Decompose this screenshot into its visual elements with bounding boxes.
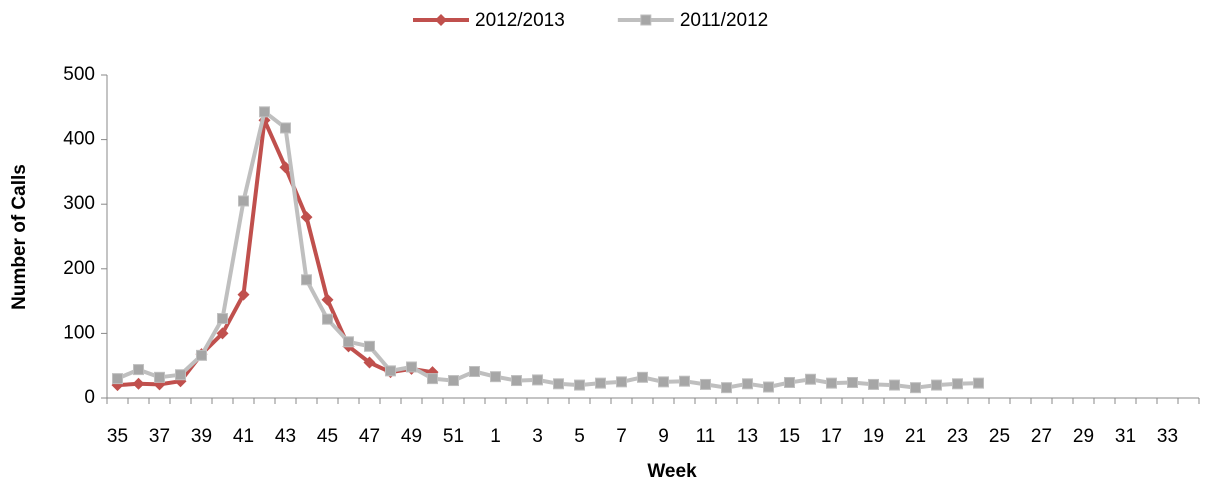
marker: [301, 274, 312, 286]
x-tick-label: 41: [233, 426, 254, 447]
marker: [196, 349, 207, 361]
marker: [868, 378, 879, 390]
marker: [952, 378, 963, 390]
x-tick-label: 11: [696, 426, 716, 447]
marker: [532, 374, 543, 386]
marker: [322, 313, 333, 325]
marker: [805, 373, 816, 385]
marker: [238, 195, 249, 207]
x-tick-label: 35: [107, 426, 128, 447]
marker: [216, 327, 229, 340]
marker: [154, 371, 165, 383]
marker: [721, 382, 732, 394]
marker: [490, 371, 501, 383]
marker: [385, 365, 396, 377]
marker: [595, 377, 606, 389]
x-tick-label: 33: [1157, 426, 1178, 447]
x-tick-label: 13: [737, 426, 758, 447]
legend-item: 2012/2013: [413, 10, 565, 31]
x-tick-label: 43: [275, 426, 296, 447]
marker: [469, 366, 480, 378]
x-tick-label: 19: [863, 426, 884, 447]
x-tick-label: 45: [317, 426, 338, 447]
x-tick-label: 21: [905, 426, 926, 447]
x-tick-label: 39: [191, 426, 212, 447]
y-axis-title: Number of Calls: [9, 164, 30, 310]
marker: [931, 379, 942, 391]
marker: [910, 382, 921, 394]
x-tick-label: 9: [658, 426, 669, 447]
marker: [742, 378, 753, 390]
marker: [112, 373, 123, 385]
marker: [237, 288, 250, 301]
legend-label: 2011/2012: [680, 10, 768, 31]
x-axis-title: Week: [647, 461, 697, 482]
marker: [889, 379, 900, 391]
x-tick-label: 1: [490, 426, 501, 447]
series-line: [117, 118, 433, 388]
series-line: [116, 109, 979, 390]
marker: [321, 293, 334, 306]
marker: [763, 381, 774, 393]
x-tick-label: 15: [779, 426, 800, 447]
marker: [133, 364, 144, 376]
x-tick-label: 29: [1073, 426, 1094, 447]
x-tick-label: 31: [1115, 426, 1136, 447]
marker: [279, 161, 292, 174]
marker: [364, 340, 375, 352]
marker: [784, 376, 795, 388]
x-tick-label: 49: [401, 426, 422, 447]
x-tick-label: 25: [989, 426, 1010, 447]
marker: [406, 361, 417, 373]
marker: [435, 14, 447, 26]
x-tick-label: 5: [574, 426, 585, 447]
y-tick-label: 300: [63, 193, 95, 214]
x-tick-label: 17: [821, 426, 842, 447]
marker: [448, 375, 459, 387]
marker: [637, 371, 648, 383]
marker: [511, 375, 522, 387]
marker: [259, 106, 270, 118]
marker: [574, 379, 585, 391]
y-tick-label: 500: [63, 64, 95, 85]
x-tick-label: 51: [443, 426, 464, 447]
x-tick-label: 47: [359, 426, 380, 447]
marker: [700, 378, 711, 390]
x-tick-label: 3: [532, 426, 543, 447]
marker: [640, 14, 652, 26]
marker: [175, 369, 186, 381]
marker: [973, 377, 984, 389]
marker: [658, 376, 669, 388]
marker: [553, 378, 564, 390]
marker: [300, 211, 313, 224]
x-tick-label: 27: [1031, 426, 1052, 447]
x-tick-label: 37: [149, 426, 170, 447]
legend-label: 2012/2013: [475, 10, 565, 31]
marker: [280, 122, 291, 134]
marker: [132, 377, 145, 390]
marker: [847, 376, 858, 388]
marker: [343, 336, 354, 348]
legend-item: 2011/2012: [617, 10, 768, 31]
marker: [363, 356, 376, 369]
marker: [679, 375, 690, 387]
marker: [217, 313, 228, 325]
y-tick-label: 400: [63, 129, 95, 150]
marker: [826, 377, 837, 389]
y-tick-label: 0: [84, 387, 95, 408]
marker: [427, 373, 438, 385]
x-tick-label: 23: [947, 426, 968, 447]
y-tick-label: 200: [63, 258, 95, 279]
x-tick-label: 7: [616, 426, 627, 447]
y-tick-label: 100: [63, 322, 95, 343]
marker: [616, 376, 627, 388]
